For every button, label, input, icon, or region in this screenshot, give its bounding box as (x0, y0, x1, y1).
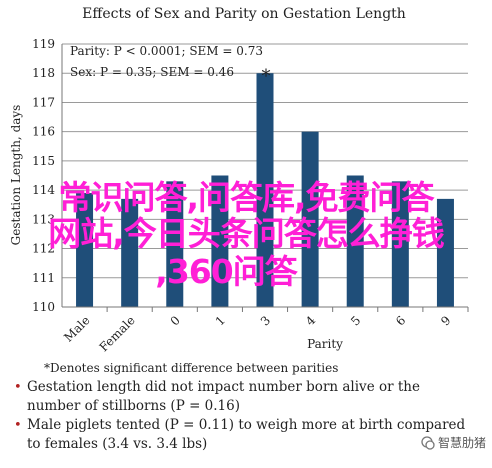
bar-9 (436, 198, 454, 307)
y-tick-label: 110 (32, 300, 55, 314)
x-tick-label: 9 (438, 313, 453, 328)
bullet-text: Gestation length did not impact number b… (27, 379, 420, 395)
bullet-marker: • (14, 418, 22, 433)
bullet-text: number of stillborns (P = 0.16) (27, 398, 240, 414)
bar-5 (346, 175, 364, 307)
x-tick-label: 1 (213, 313, 228, 328)
bullet-list: • Gestation length did not impact number … (14, 379, 466, 452)
bar-male (76, 193, 94, 307)
x-tick-label: 4 (303, 313, 319, 329)
x-tick-label: Female (97, 313, 138, 354)
y-tick-label: 119 (32, 37, 55, 51)
x-tick-label: 0 (168, 313, 183, 328)
x-axis-label: Parity (307, 337, 343, 351)
x-tick-label: 5 (348, 313, 363, 328)
bullet-marker: • (14, 380, 22, 395)
bullet-text: Male piglets tented (P = 0.11) to weigh … (27, 417, 466, 433)
bar-0 (166, 181, 184, 307)
x-tick-label: Male (61, 313, 92, 344)
y-tick-label: 111 (32, 271, 55, 285)
x-tick-label: 6 (393, 313, 408, 328)
y-tick-label: 115 (32, 154, 55, 168)
x-tick-labels: Male Female 0 1 3 4 5 6 9 (61, 313, 453, 354)
y-tick-label: 116 (32, 125, 55, 139)
y-tick-label: 117 (32, 95, 55, 109)
bar-female (121, 198, 139, 307)
y-tick-label: 118 (32, 66, 55, 80)
bar-3 (256, 73, 274, 307)
overlay-text-line-1: 常识问答,问答库,免费问答 (58, 178, 434, 217)
watermark: 智慧肋猪 (421, 434, 486, 451)
y-axis-label: Gestation Length, days (9, 105, 23, 246)
overlay-text-line-2: 网站,今日头条问答怎么挣钱 (48, 214, 445, 253)
parity-stats-annotation: Parity: P < 0.0001; SEM = 0.73 (70, 44, 263, 58)
sex-stats-annotation: Sex: P = 0.35; SEM = 0.46 (70, 65, 234, 79)
y-tick-label: 113 (32, 212, 55, 226)
watermark-text: 智慧肋猪 (437, 436, 486, 450)
bullet-text: to females (3.4 vs. 3.4 lbs) (27, 436, 207, 452)
overlay-text-line-3: ,360问答 (155, 252, 297, 291)
bars-group (76, 73, 454, 307)
wechat-icon (421, 436, 435, 450)
y-tick-label: 114 (32, 183, 55, 197)
bar-6 (391, 181, 409, 307)
y-tick-label: 112 (32, 242, 55, 256)
bar-1 (211, 175, 229, 307)
x-tick-label: 3 (258, 313, 273, 328)
bar-4 (301, 131, 319, 307)
chart-title: Effects of Sex and Parity on Gestation L… (82, 6, 406, 22)
axes-group (61, 44, 469, 312)
y-tick-labels: 110 111 112 113 114 115 116 117 118 119 (32, 37, 55, 314)
footnote: *Denotes significant difference between … (44, 361, 338, 375)
significance-star: * (262, 66, 271, 87)
